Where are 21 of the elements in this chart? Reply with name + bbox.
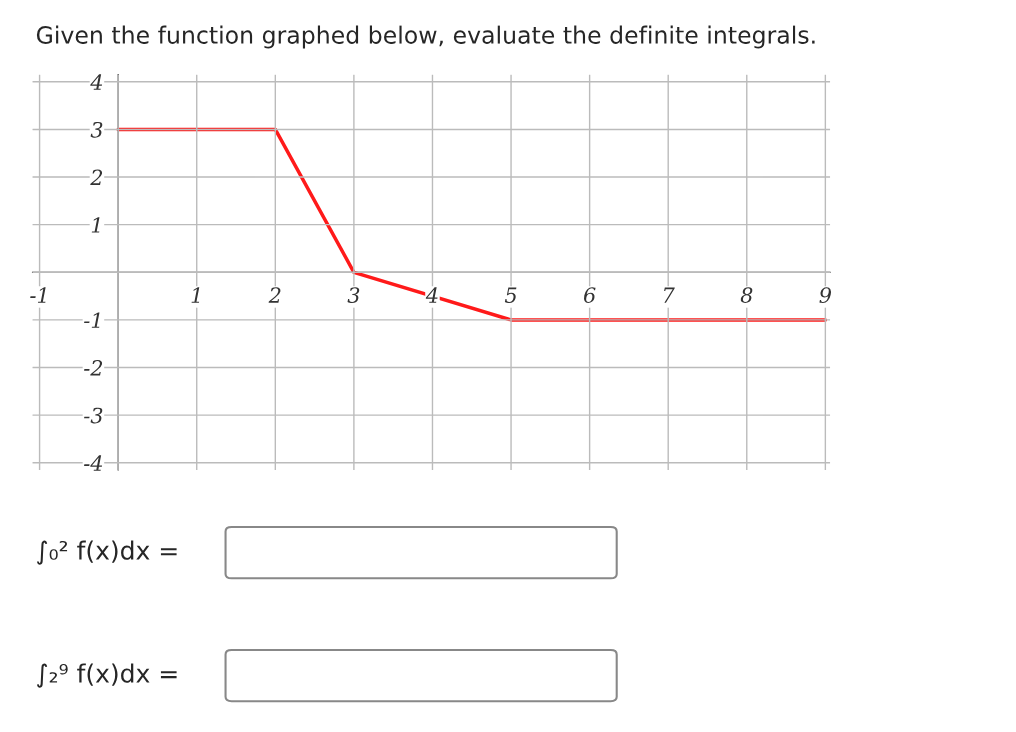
y-tick-label: -2 xyxy=(84,360,103,376)
y-tick-label: 4 xyxy=(90,74,103,90)
y-tick-label: 2 xyxy=(90,169,103,185)
text: ∫₀² f(x)dx = xyxy=(36,540,177,565)
y-tick-label: -3 xyxy=(84,407,103,424)
x-tick-label: 1 xyxy=(191,287,200,303)
y-tick-label: 1 xyxy=(91,217,100,233)
text: ∫₂⁹ f(x)dx = xyxy=(36,663,177,688)
y-tick-label: -1 xyxy=(84,312,100,328)
x-tick-label: -1 xyxy=(30,287,46,303)
x-tick-label: 6 xyxy=(584,287,596,304)
x-tick-label: 5 xyxy=(504,287,517,304)
x-tick-label: 3 xyxy=(347,287,360,304)
x-tick-label: 7 xyxy=(664,287,675,303)
x-tick-label: 2 xyxy=(268,287,281,303)
x-tick-label: 9 xyxy=(819,287,831,304)
x-tick-label: 4 xyxy=(425,287,438,303)
chart-title: Given the function graphed below, evaluate the definite integrals. xyxy=(36,25,815,49)
x-tick-label: 8 xyxy=(740,287,753,304)
y-tick-label: 3 xyxy=(90,121,103,138)
y-tick-label: -4 xyxy=(84,455,103,471)
